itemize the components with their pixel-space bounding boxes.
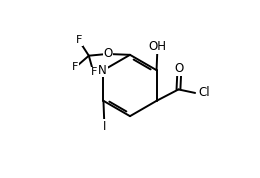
Text: F: F — [76, 35, 82, 45]
Text: OH: OH — [148, 40, 166, 53]
Text: O: O — [175, 62, 184, 75]
Text: Cl: Cl — [199, 87, 210, 100]
Text: N: N — [98, 64, 107, 77]
Text: F: F — [91, 67, 97, 77]
Text: F: F — [72, 62, 78, 72]
Text: I: I — [103, 120, 106, 133]
Text: O: O — [103, 48, 113, 61]
